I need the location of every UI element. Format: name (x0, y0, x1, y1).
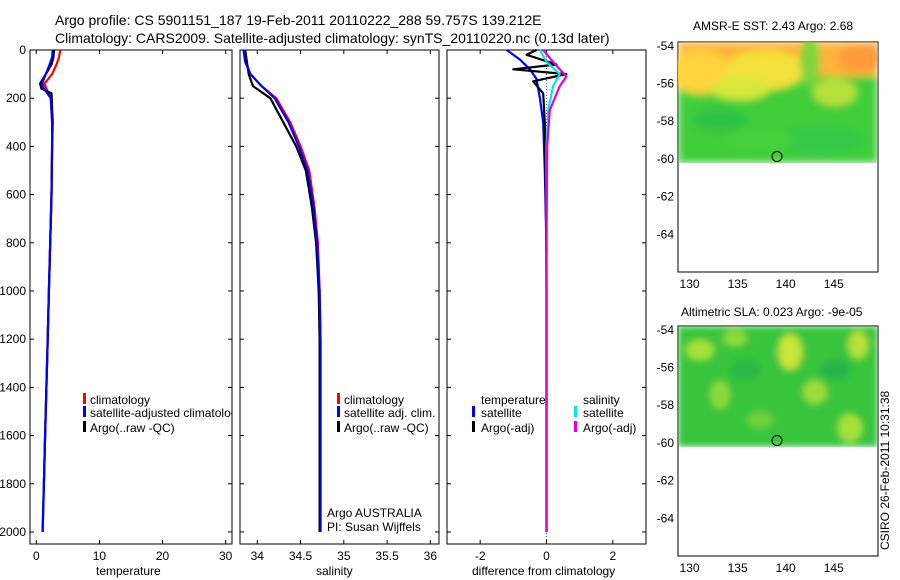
y-tick-label: 200 (6, 91, 26, 105)
salinity-legend: climatology satellite adj. clim. Argo(..… (327, 393, 435, 534)
map-y-tick-label: -54 (657, 323, 675, 337)
legend-label-argo: Argo(..raw -QC) (90, 421, 175, 435)
y-tick-label: 600 (6, 188, 26, 202)
sst-argo-position (771, 151, 783, 162)
map-y-tick-label: -54 (657, 39, 675, 53)
legend-clip: satellite-adjusted climatology (90, 406, 243, 420)
x-tick-label: 35.5 (375, 549, 399, 563)
map-y-tick-label: -64 (657, 511, 675, 525)
x-tick-label: 0 (543, 549, 550, 563)
legend-swatch-sal-satellite (574, 406, 577, 417)
x-tick-label: -2 (475, 549, 486, 563)
map-x-tick-label: 135 (728, 277, 748, 291)
difference-xlabel: difference from climatology (472, 564, 615, 578)
legend-label-satellite: satellite-adjusted climatology (90, 406, 243, 420)
x-tick-label: 34.5 (289, 549, 313, 563)
map-y-tick-label: -62 (657, 474, 675, 488)
salinity-axes (239, 49, 440, 545)
x-tick-label: 34 (251, 549, 265, 563)
legend-swatch-argo (337, 421, 340, 432)
temperature-legend: climatology satellite-adjusted climatolo… (83, 393, 243, 435)
profile-lines (38, 49, 568, 544)
sst-map-title: AMSR-E SST: 2.43 Argo: 2.68 (693, 19, 853, 33)
map-x-tick-label: 140 (776, 561, 796, 575)
map-y-tick-label: -56 (657, 76, 675, 90)
series-line-satellite-adjusted-climatology (40, 49, 54, 533)
y-tick-label: 2000 (0, 525, 26, 539)
annotation-pi: PI: Susan Wijffels (327, 520, 421, 534)
figure-title-line2: Climatology: CARS2009. Satellite-adjuste… (55, 30, 610, 46)
legend-label-temp-satellite: satellite (481, 406, 522, 420)
footer-stamp: CSIRO 26-Feb-2011 10:31:38 (878, 390, 892, 550)
map-y-tick-label: -56 (657, 360, 675, 374)
legend-label-climatology: climatology (344, 393, 404, 407)
legend-label-sal-satellite: satellite (583, 406, 624, 420)
map-x-tick-label: 140 (776, 277, 796, 291)
x-tick-label: 2 (609, 549, 616, 563)
legend-label-temp-argo: Argo(-adj) (481, 421, 534, 435)
x-tick-label: 0 (33, 549, 40, 563)
x-tick-label: 10 (93, 549, 107, 563)
legend-swatch-temp-satellite (472, 406, 475, 417)
difference-legend: temperature salinity satellite Argo(-adj… (472, 393, 636, 435)
map-y-tick-label: -60 (657, 152, 675, 166)
sla-map-field (678, 326, 878, 447)
map-y-tick-label: -60 (657, 436, 675, 450)
legend-title-salinity: salinity (583, 393, 620, 407)
map-y-tick-label: -62 (657, 190, 675, 204)
legend-swatch-sal-argo (574, 421, 577, 432)
x-tick-label: 36 (424, 549, 438, 563)
y-tick-label: 1000 (0, 284, 26, 298)
legend-title-temperature: temperature (481, 393, 546, 407)
axis-ticks: 0 10 20 30020040060080010001200140016001800… (0, 39, 844, 575)
legend-label-satellite: satellite adj. clim. (344, 406, 435, 420)
annotation-argo-australia: Argo AUSTRALIA (327, 506, 422, 520)
map-y-tick-label: -58 (657, 114, 675, 128)
series-line-salinity-argo-adj- (542, 49, 568, 532)
y-tick-label: 1600 (0, 429, 26, 443)
figure-title-line1: Argo profile: CS 5901151_187 19-Feb-2011… (55, 12, 542, 28)
y-tick-label: 800 (6, 236, 26, 250)
legend-label-sal-argo: Argo(-adj) (583, 421, 636, 435)
temperature-xlabel: temperature (96, 564, 161, 578)
map-x-tick-label: 135 (728, 561, 748, 575)
salinity-xlabel: salinity (316, 564, 353, 578)
y-tick-label: 400 (6, 139, 26, 153)
y-tick-label: 1800 (0, 477, 26, 491)
x-tick-label: 35 (337, 549, 351, 563)
legend-swatch-climatology (337, 393, 340, 404)
map-x-tick-label: 145 (824, 277, 844, 291)
legend-swatch-climatology (83, 393, 86, 404)
map-y-tick-label: -64 (657, 227, 675, 241)
x-tick-label: 30 (219, 549, 233, 563)
legend-label-climatology: climatology (90, 393, 150, 407)
y-tick-label: 0 (19, 43, 26, 57)
sla-argo-position (771, 435, 783, 446)
series-line-satellite-adj-clim- (242, 49, 322, 532)
x-tick-label: 20 (156, 549, 170, 563)
legend-swatch-argo (83, 421, 86, 432)
y-tick-label: 1400 (0, 380, 26, 394)
map-x-tick-label: 130 (680, 561, 700, 575)
legend-label-argo: Argo(..raw -QC) (344, 421, 429, 435)
temperature-axes (29, 49, 233, 545)
map-y-tick-label: -58 (657, 398, 675, 412)
legend-swatch-satellite (337, 406, 340, 417)
map-x-tick-label: 130 (680, 277, 700, 291)
legend-swatch-satellite (83, 406, 86, 417)
y-tick-label: 1200 (0, 332, 26, 346)
sst-map-field (678, 42, 878, 163)
sla-map-title: Altimetric SLA: 0.023 Argo: -9e-05 (681, 305, 863, 319)
map-x-tick-label: 145 (824, 561, 844, 575)
legend-swatch-temp-argo (472, 421, 475, 432)
